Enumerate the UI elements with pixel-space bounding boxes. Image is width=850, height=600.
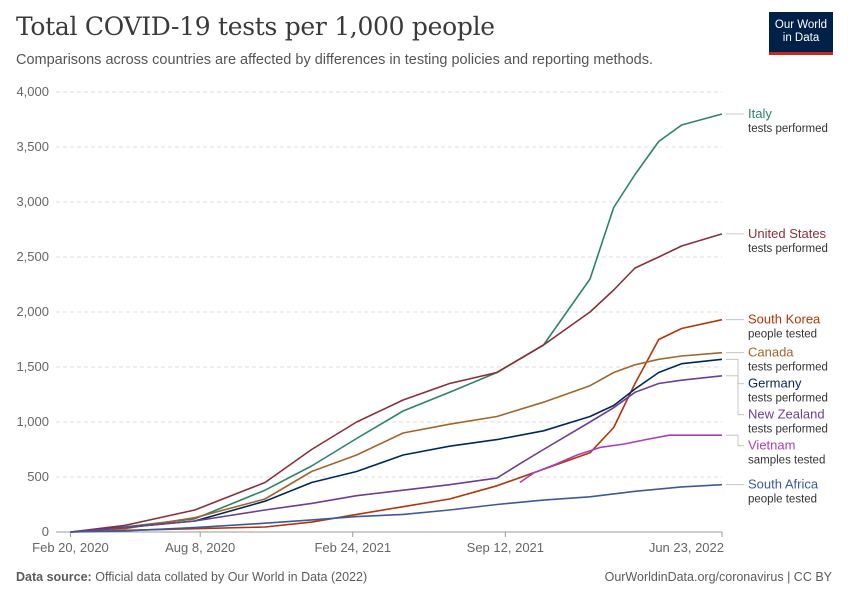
series-label[interactable]: Germany tests performed xyxy=(726,358,828,405)
series-name: South Africa xyxy=(748,477,819,492)
series-label[interactable]: Vietnam samples tested xyxy=(726,434,825,467)
y-tick-label: 2,000 xyxy=(16,304,49,319)
series-note: tests performed xyxy=(748,424,828,436)
label-connector xyxy=(726,375,744,416)
owid-logo[interactable]: Our World in Data xyxy=(769,12,833,55)
label-connector xyxy=(726,434,744,447)
data-source-label: Data source: xyxy=(16,570,92,584)
series-line[interactable] xyxy=(70,113,723,533)
series-line[interactable] xyxy=(70,483,723,533)
data-source-text: Official data collated by Our World in D… xyxy=(95,570,368,584)
label-connector xyxy=(726,358,744,385)
series-label[interactable]: Canada tests performed xyxy=(726,345,828,374)
series-line[interactable] xyxy=(70,233,723,533)
series-name: South Korea xyxy=(748,312,821,327)
logo-line-1: Our World xyxy=(774,19,828,31)
series-labels: Italy tests performed United States tests p… xyxy=(726,106,828,506)
series-note: people tested xyxy=(748,494,817,506)
y-tick-label: 0 xyxy=(42,524,49,539)
data-source: Data source: Official data collated by O… xyxy=(16,570,367,584)
series-note: tests performed xyxy=(748,393,828,405)
y-axis-ticks: 0 500 1,000 1,500 2,000 2,500 3,000 3,500 4,000 xyxy=(16,84,49,539)
y-gridlines xyxy=(56,91,722,478)
y-tick-label: 500 xyxy=(27,469,49,484)
chart-subtitle: Comparisons across countries are affecte… xyxy=(16,52,654,68)
series-note: tests performed xyxy=(748,123,828,135)
x-tick-label: Sep 12, 2021 xyxy=(467,540,544,555)
series-lines xyxy=(70,113,723,533)
series-line[interactable] xyxy=(70,358,723,533)
series-line[interactable] xyxy=(70,375,723,533)
x-tick-label: Aug 8, 2020 xyxy=(165,540,235,555)
logo-line-2: in Data xyxy=(782,32,820,44)
line-chart: 05001,0001,5002,0002,5003,0003,5004,000 … xyxy=(16,84,828,555)
y-tick-label: 1,000 xyxy=(16,414,49,429)
series-name: Canada xyxy=(748,345,794,360)
series-name: Germany xyxy=(748,376,802,391)
x-tick-label: Feb 20, 2020 xyxy=(32,540,109,555)
series-line[interactable] xyxy=(70,318,723,533)
x-tick-label: Feb 24, 2021 xyxy=(314,540,391,555)
chart-title: Total COVID-19 tests per 1,000 people xyxy=(16,12,495,41)
series-note: tests performed xyxy=(748,243,828,255)
y-tick-label: 3,500 xyxy=(16,139,49,154)
series-name: New Zealand xyxy=(748,407,825,422)
series-name: United States xyxy=(748,226,827,241)
series-note: samples tested xyxy=(748,455,825,467)
series-label[interactable]: South Africa people tested xyxy=(726,477,819,506)
y-tick-label: 1,500 xyxy=(16,359,49,374)
footer-link[interactable]: OurWorldinData.org/coronavirus | CC BY xyxy=(604,570,832,584)
series-label[interactable]: Italy tests performed xyxy=(726,106,828,135)
series-line[interactable] xyxy=(519,434,722,484)
x-axis: Feb 20, 2020 Aug 8, 2020 Feb 24, 2021 Sep 1… xyxy=(32,531,724,555)
series-name: Italy xyxy=(748,106,772,121)
series-label[interactable]: New Zealand tests performed xyxy=(726,375,828,436)
series-line[interactable] xyxy=(70,351,723,533)
y-tick-label: 4,000 xyxy=(16,84,49,99)
series-note: people tested xyxy=(748,329,817,341)
series-note: tests performed xyxy=(748,362,828,374)
x-tick-label: Jun 23, 2022 xyxy=(649,540,724,555)
y-tick-label: 2,500 xyxy=(16,249,49,264)
series-label[interactable]: South Korea people tested xyxy=(726,312,821,341)
series-label[interactable]: United States tests performed xyxy=(726,226,828,255)
series-name: Vietnam xyxy=(748,438,795,453)
y-tick-label: 3,000 xyxy=(16,194,49,209)
